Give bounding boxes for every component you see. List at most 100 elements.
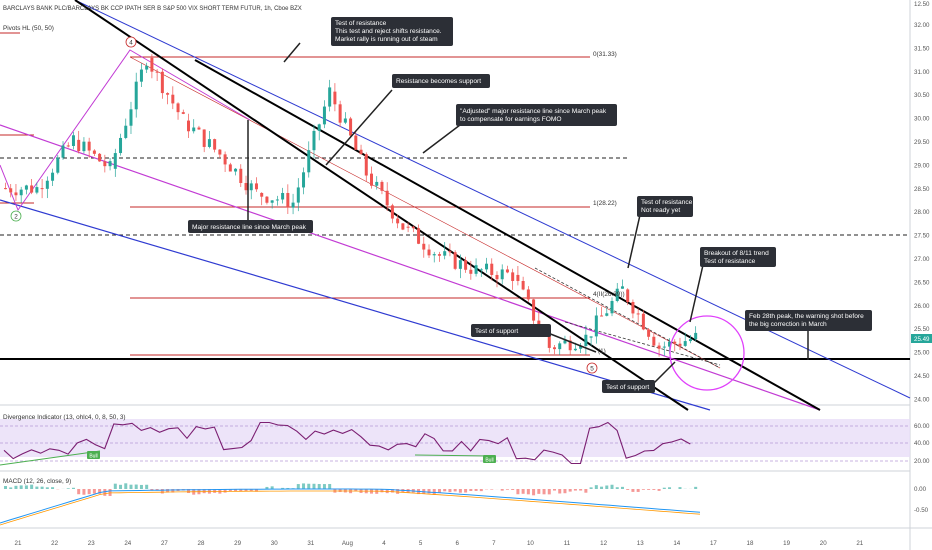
- macd-bar: [87, 489, 91, 495]
- candle-body: [579, 345, 583, 349]
- candle-body: [35, 187, 39, 193]
- time-tick: 12: [600, 540, 607, 547]
- annotation-5-line-1: Test of resistance: [641, 199, 693, 206]
- time-tick: 14: [673, 540, 680, 547]
- macd-bar: [652, 489, 656, 490]
- time-tick: 23: [88, 540, 95, 547]
- candle-body: [234, 168, 238, 172]
- candle-body: [260, 192, 264, 197]
- macd-bar: [45, 487, 49, 489]
- macd-bar: [354, 489, 358, 492]
- candle-body: [458, 260, 462, 269]
- macd-bar: [19, 485, 23, 489]
- candle-body: [647, 329, 651, 337]
- resistance-black-2: [194, 59, 821, 411]
- time-tick: 30: [271, 540, 278, 547]
- macd-label: MACD (12, 26, close, 9): [3, 478, 71, 485]
- macd-bar: [171, 489, 175, 493]
- macd-bar: [668, 487, 672, 489]
- candle-body: [631, 301, 635, 314]
- candle-body: [19, 189, 23, 196]
- macd-bar: [160, 489, 164, 494]
- macd-bar: [537, 489, 541, 494]
- macd-bar: [505, 489, 509, 490]
- macd-bar: [35, 486, 39, 489]
- candle-body: [45, 180, 49, 189]
- candle-body: [573, 348, 577, 351]
- macd-bar: [317, 484, 321, 489]
- macd-bar: [328, 483, 332, 489]
- time-tick: 20: [820, 540, 827, 547]
- candle-body: [24, 185, 28, 190]
- candle-body: [605, 313, 609, 316]
- macd-bar: [119, 484, 123, 489]
- annotation-6-line-2: Test of resistance: [704, 258, 756, 265]
- macd-bar: [71, 487, 75, 489]
- macd-bar: [615, 487, 619, 489]
- wave-4-label: 4: [129, 40, 133, 47]
- time-tick: 18: [747, 540, 754, 547]
- price-tick: 28.00: [914, 209, 930, 216]
- price-tick: 26.50: [914, 279, 930, 286]
- macd-bar: [254, 489, 258, 492]
- candle-body: [417, 228, 421, 244]
- time-tick: 19: [783, 540, 790, 547]
- candle-body: [443, 251, 447, 256]
- candle-body: [584, 334, 588, 346]
- candle-body: [228, 164, 232, 172]
- candle-body: [469, 269, 473, 274]
- price-tick: 26.00: [914, 303, 930, 310]
- pivot-label-2: 1(28.22): [593, 200, 617, 207]
- candle-body: [495, 274, 499, 280]
- candle-body: [302, 172, 306, 188]
- time-axis: 21 22 23 24 27 28 29 30 31 Aug 4 5 6 7 10 11 12 13 14 17 18 1…: [15, 540, 864, 547]
- candle-body: [275, 199, 279, 201]
- wave-5-label: 5: [590, 366, 594, 373]
- annotation-2-line-1: Resistance becomes support: [396, 78, 481, 85]
- annotation-6-line-1: Breakout of 8/11 trend: [704, 250, 769, 257]
- macd-bar: [66, 488, 70, 489]
- annotation-1-line-3: Market rally is running out of steam: [335, 36, 438, 43]
- annotation-3-line-1: "Adjusted" major resistance line since M…: [460, 108, 607, 115]
- macd-bar: [427, 489, 431, 494]
- macd-signal-line: [0, 490, 701, 526]
- macd-bar: [641, 489, 645, 490]
- candle-body: [40, 188, 44, 190]
- macd-bar: [678, 487, 682, 489]
- macd-bar: [202, 489, 206, 494]
- macd-bar: [448, 489, 452, 493]
- macd-bar: [187, 489, 190, 494]
- candle-body: [547, 335, 551, 348]
- candle-body: [98, 153, 102, 162]
- candle-body: [662, 346, 666, 348]
- annotation-feb-28-peak: Feb 28th peak, the warning shot before t…: [745, 310, 872, 360]
- candle-body: [207, 139, 211, 147]
- macd-bar: [4, 486, 7, 489]
- candle-body: [364, 154, 368, 176]
- candle-body: [9, 188, 13, 193]
- macd-bar: [24, 485, 28, 489]
- annotation-test-of-support-2: Test of support: [602, 361, 676, 393]
- time-tick: Aug: [342, 540, 354, 547]
- macd-bar: [453, 489, 457, 492]
- candle-body: [82, 141, 86, 152]
- macd-bar: [296, 484, 300, 489]
- candle-body: [202, 129, 206, 147]
- candle-body: [448, 251, 452, 253]
- candle-body: [568, 340, 572, 351]
- macd-bar: [98, 489, 102, 494]
- candle-body: [636, 313, 640, 315]
- time-tick: 4: [382, 540, 386, 547]
- candle-body: [511, 272, 515, 281]
- candle-body: [380, 181, 384, 191]
- macd-bar: [443, 489, 447, 492]
- wave-5-marker: [586, 362, 598, 374]
- macd-bar: [249, 489, 253, 492]
- time-tick: 21: [856, 540, 863, 547]
- macd-bar: [239, 489, 243, 491]
- macd-bar: [594, 485, 598, 489]
- macd-bar: [657, 489, 661, 491]
- macd-bar: [511, 489, 515, 490]
- divergence-bull-line-2: [414, 454, 491, 457]
